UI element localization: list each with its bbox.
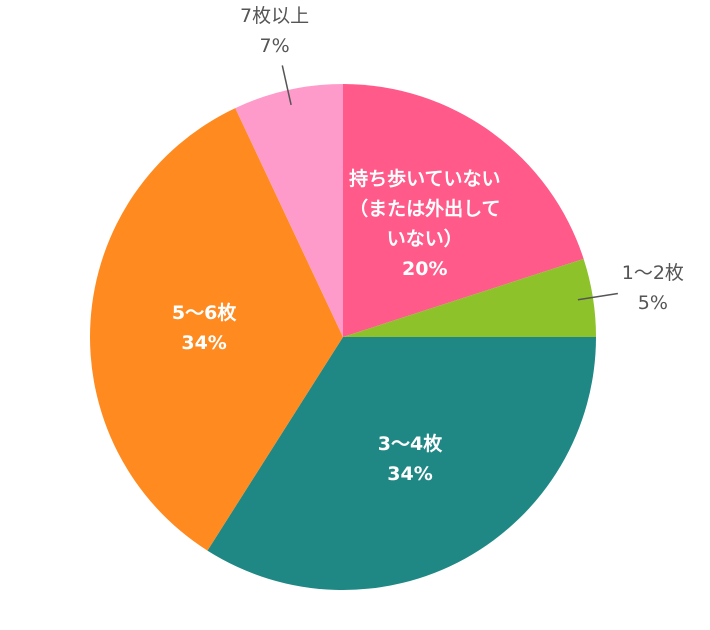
category-label: 5〜6枚	[171, 302, 237, 325]
value-label: 34%	[181, 332, 227, 355]
value-label: 5%	[637, 291, 668, 314]
pie-slice	[89, 108, 343, 551]
category-label: 持ち歩いていない（または外出していない）	[349, 168, 501, 251]
category-label: 1〜2枚	[621, 261, 684, 284]
leader-line	[281, 65, 292, 106]
leader-line	[577, 292, 618, 301]
slice-label: 5〜6枚 34%	[120, 298, 288, 358]
slice-label: 7枚以上 7%	[191, 1, 359, 61]
value-label: 34%	[387, 462, 433, 485]
slice-label: 1〜2枚 5%	[569, 258, 710, 318]
pie-slice	[343, 258, 596, 337]
value-label: 7%	[259, 34, 290, 57]
slice-label: 3〜4枚 34%	[326, 429, 494, 489]
category-label: 3〜4枚	[377, 432, 443, 455]
category-label: 7枚以上	[240, 4, 310, 27]
pie-slice	[235, 84, 343, 337]
slice-label: 持ち歩いていない（または外出していない） 20%	[341, 164, 509, 284]
pie-slice	[343, 84, 584, 337]
pie-slice	[207, 337, 596, 590]
value-label: 20%	[402, 258, 448, 281]
